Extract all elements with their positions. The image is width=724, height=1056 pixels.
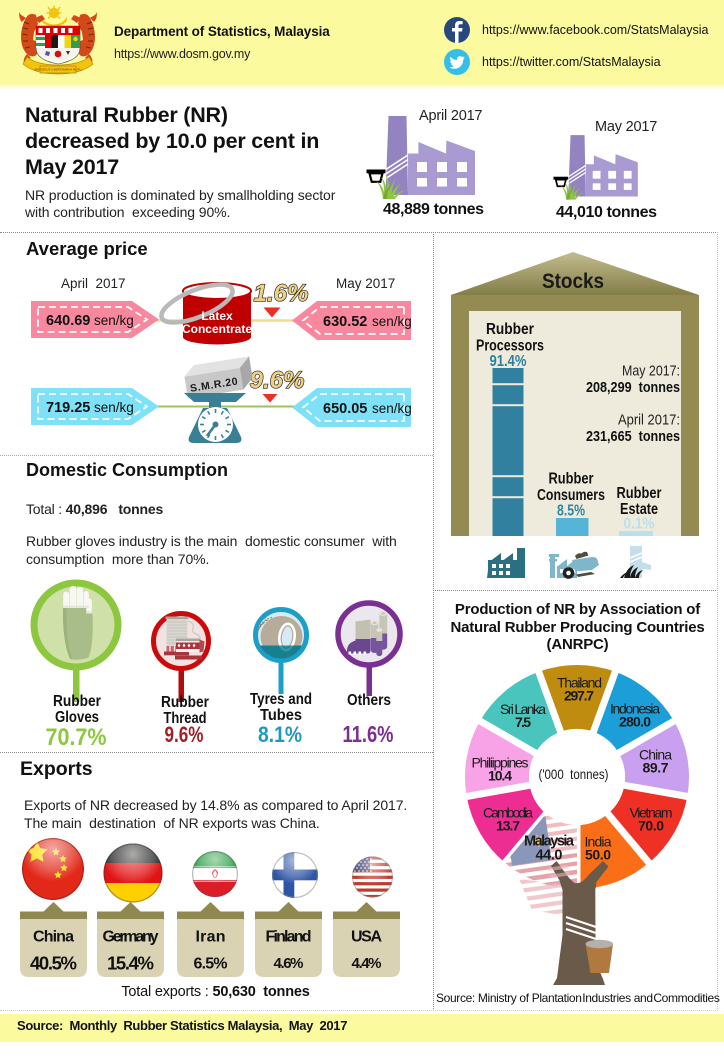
svg-text:650.05: 650.05: [323, 401, 367, 417]
svg-text:Rubber: Rubber: [617, 485, 662, 502]
svg-text:sen/kg: sen/kg: [94, 400, 134, 415]
svg-text:BERSEKUTU BERTAMBAH MUTU: BERSEKUTU BERTAMBAH MUTU: [34, 68, 81, 72]
svg-text:Consumers: Consumers: [537, 487, 605, 504]
svg-text:9.6%: 9.6%: [250, 367, 305, 394]
svg-text:Tubes: Tubes: [260, 707, 302, 724]
svg-text:9.6%: 9.6%: [165, 722, 204, 747]
svg-text:91.4%: 91.4%: [490, 353, 527, 370]
svg-text:May 2017:: May 2017:: [622, 363, 680, 380]
svg-text:Sri Lanka: Sri Lanka: [500, 701, 546, 717]
svg-text:8.5%: 8.5%: [557, 503, 585, 520]
svg-text:0.1%: 0.1%: [624, 516, 655, 533]
svg-text:Rubber: Rubber: [486, 321, 534, 338]
svg-text:Estate: Estate: [620, 501, 658, 518]
svg-text:Malaysia: Malaysia: [524, 834, 575, 850]
svg-text:sen/kg: sen/kg: [372, 401, 412, 416]
svg-text:719.25: 719.25: [46, 400, 90, 416]
svg-text:China: China: [639, 747, 672, 763]
svg-text:Thailand: Thailand: [557, 675, 602, 691]
svg-text:Rubber: Rubber: [53, 693, 101, 710]
svg-text:6.5%: 6.5%: [194, 956, 228, 973]
svg-text:Vietnam: Vietnam: [630, 805, 673, 821]
svg-text:Iran: Iran: [196, 929, 226, 946]
svg-text:Gloves: Gloves: [55, 709, 99, 726]
svg-text:15.4%: 15.4%: [107, 953, 154, 974]
svg-text:Philiippines: Philiippines: [472, 755, 529, 771]
svg-text:11.6%: 11.6%: [343, 721, 394, 747]
svg-text:630.52: 630.52: [323, 314, 367, 330]
svg-text:sen/kg: sen/kg: [372, 314, 412, 329]
svg-text:10.4: 10.4: [488, 768, 512, 784]
svg-text:640.69: 640.69: [46, 313, 90, 329]
svg-text:40.5%: 40.5%: [30, 953, 77, 974]
svg-text:70.7%: 70.7%: [46, 724, 107, 751]
svg-text:70.0: 70.0: [638, 818, 664, 834]
svg-text:8.1%: 8.1%: [258, 722, 302, 747]
svg-text:1.6%: 1.6%: [254, 280, 309, 307]
svg-text:297.7: 297.7: [564, 688, 594, 704]
svg-text:('000 tonnes): ('000 tonnes): [539, 766, 609, 782]
svg-text:44.0: 44.0: [536, 848, 563, 864]
svg-text:13.7: 13.7: [496, 818, 520, 834]
svg-text:Others: Others: [347, 692, 391, 709]
svg-text:Indonesia: Indonesia: [610, 701, 660, 717]
svg-text:Processors: Processors: [476, 338, 544, 355]
svg-text:Rubber: Rubber: [161, 694, 209, 711]
svg-text:Stocks: Stocks: [542, 270, 604, 293]
svg-text:sen/kg: sen/kg: [94, 313, 134, 328]
svg-text:Rubber: Rubber: [549, 471, 594, 488]
svg-text:4.4%: 4.4%: [352, 955, 382, 972]
svg-text:USA: USA: [351, 929, 382, 946]
svg-text:Concentrate: Concentrate: [182, 322, 252, 336]
svg-text:India: India: [585, 834, 612, 850]
svg-text:Germany: Germany: [103, 929, 159, 946]
svg-text:Finland: Finland: [266, 929, 312, 946]
svg-text:Thread: Thread: [164, 710, 207, 727]
svg-text:Latex: Latex: [201, 309, 233, 323]
svg-text:280.0: 280.0: [619, 714, 651, 730]
svg-text:7.5: 7.5: [515, 714, 531, 730]
svg-text:4.6%: 4.6%: [274, 955, 304, 972]
svg-text:231,665 tonnes: 231,665 tonnes: [586, 428, 680, 445]
svg-text:208,299 tonnes: 208,299 tonnes: [586, 379, 680, 396]
svg-text:50.0: 50.0: [585, 847, 611, 863]
svg-text:Cambodia: Cambodia: [483, 805, 533, 821]
svg-text:Tyres and: Tyres and: [250, 691, 312, 708]
svg-text:89.7: 89.7: [643, 760, 669, 776]
svg-text:April 2017:: April 2017:: [618, 412, 680, 429]
svg-text:China: China: [33, 929, 74, 946]
